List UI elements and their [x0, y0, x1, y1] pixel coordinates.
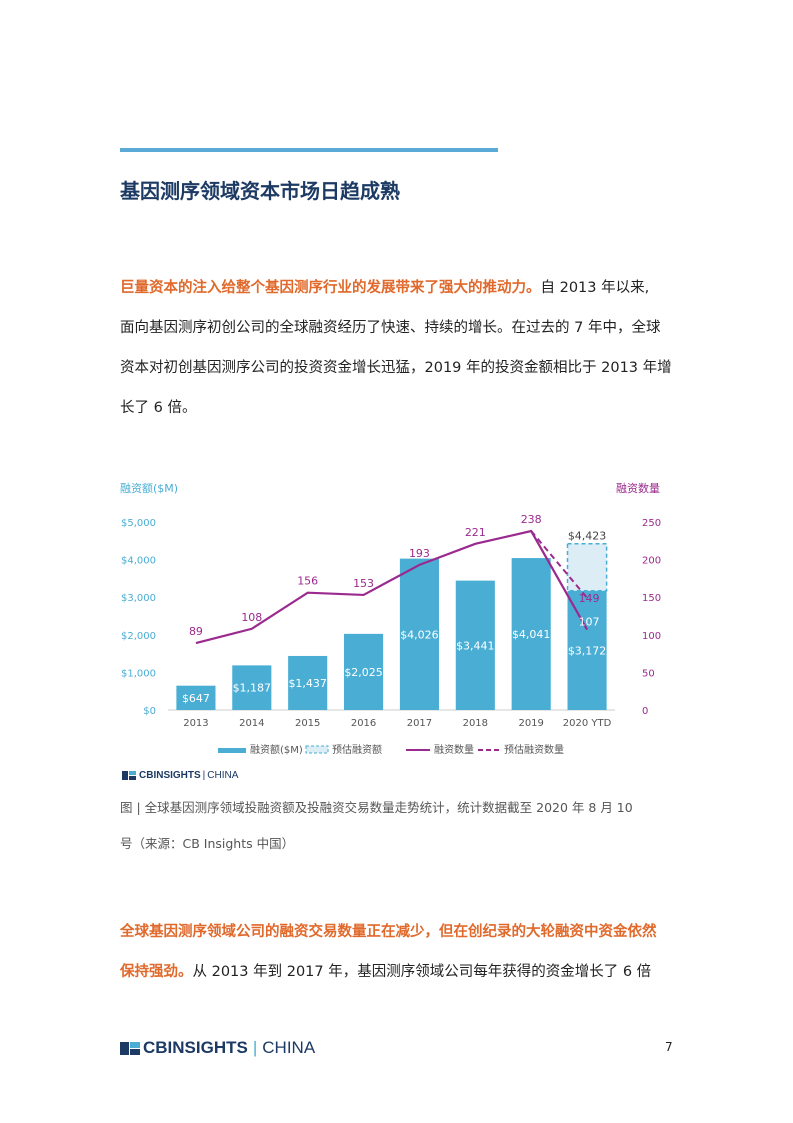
legend-bar-label: 融资额($M) — [250, 743, 303, 756]
intro-paragraph: 巨量资本的注入给整个基因测序行业的发展带来了强大的推动力。自 2013 年以来,… — [120, 268, 680, 428]
x-tick-label: 2019 — [518, 718, 543, 729]
y-right-title: 融资数量 — [616, 482, 660, 495]
para2-highlight-line2: 保持强劲。 — [120, 964, 193, 980]
deal-count-label: 156 — [297, 575, 318, 588]
bar-value-label: $4,041 — [512, 628, 551, 641]
legend-dashed-line-label: 预估融资数量 — [504, 743, 564, 756]
figure-caption: 图 | 全球基因测序领域投融资额及投融资交易数量走势统计，统计数据截至 2020… — [120, 790, 680, 862]
y-left-tick: $1,000 — [121, 668, 156, 679]
x-tick-label: 2018 — [463, 718, 488, 729]
deal-count-label: 221 — [465, 526, 486, 539]
estimated-deal-line — [530, 530, 588, 599]
footer-brand-region: CHINA — [262, 1038, 316, 1057]
y-left-title: 融资额($M) — [120, 482, 178, 495]
y-left-tick: $5,000 — [121, 518, 156, 529]
bar-value-label: $2,025 — [344, 666, 383, 679]
y-left-tick: $4,000 — [121, 556, 156, 567]
para1-line1: 巨量资本的注入给整个基因测序行业的发展带来了强大的推动力。自 2013 年以来, — [120, 268, 680, 308]
caption-line1: 图 | 全球基因测序领域投融资额及投融资交易数量走势统计，统计数据截至 2020… — [120, 800, 633, 815]
bar-value-label: $647 — [182, 692, 210, 705]
chart-brand-name: CBINSIGHTS — [139, 770, 201, 781]
footer-brand: CBINSIGHTS | CHINA — [120, 1038, 315, 1058]
funding-bar — [288, 655, 328, 710]
top-rule — [120, 148, 498, 152]
x-tick-label: 2014 — [239, 718, 264, 729]
legend-line-label: 融资数量 — [434, 743, 474, 756]
bar-value-label: $1,437 — [288, 677, 327, 690]
funding-bar — [567, 590, 607, 710]
x-tick-label: 2017 — [407, 718, 432, 729]
bar-value-label: $1,187 — [233, 682, 272, 695]
y-right-tick: 0 — [642, 706, 648, 717]
y-left-tick: $3,000 — [121, 593, 156, 604]
deal-count-label: 193 — [409, 547, 430, 560]
funding-chart: 融资额($M) 融资数量 $0 $1,000 $2,000 $3,000 $4,000 $5,… — [120, 482, 661, 756]
caption-line2: 号（来源：CB Insights 中国） — [120, 836, 295, 851]
y-left-tick: $0 — [143, 706, 156, 717]
deal-count-label: 107 — [579, 616, 600, 629]
para2-line2: 保持强劲。从 2013 年到 2017 年，基因测序领域公司每年获得的资金增长了… — [120, 952, 680, 992]
deal-count-label: 89 — [189, 625, 203, 638]
page-number: 7 — [665, 1040, 673, 1054]
estimated-deal-label: 149 — [579, 592, 600, 605]
estimated-bar-label: $4,423 — [568, 530, 607, 543]
deal-count-label: 108 — [241, 611, 262, 624]
y-right-tick: 100 — [642, 631, 661, 642]
y-right-tick: 250 — [642, 518, 661, 529]
y-right-tick: 150 — [642, 593, 661, 604]
funding-bar — [232, 665, 272, 710]
para1-line2: 面向基因测序初创公司的全球融资经历了快速、持续的增长。在过去的 7 年中，全球 — [120, 320, 661, 336]
footer-brand-sep: | — [252, 1038, 258, 1057]
legend-estimated-bar-label: 预估融资额 — [332, 743, 382, 756]
chart-brand-sep: | — [202, 770, 206, 781]
y-right-tick: 50 — [642, 668, 655, 679]
bar-value-label: $4,026 — [400, 628, 439, 641]
legend-bar-swatch — [218, 748, 246, 753]
funding-bar — [511, 558, 551, 710]
footer-brand-name: CBINSIGHTS — [143, 1038, 248, 1057]
chart-brand: CBINSIGHTS | CHINA — [122, 770, 238, 781]
bar-value-label: $3,172 — [568, 644, 607, 657]
para1-line3: 资本对初创基因测序公司的投资资金增长迅猛，2019 年的投资金额相比于 2013… — [120, 360, 672, 376]
deal-count-label: 153 — [353, 577, 374, 590]
para1-line4: 长了 6 倍。 — [120, 400, 197, 416]
funding-bar — [176, 685, 216, 710]
legend-estimated-bar-swatch — [305, 745, 329, 754]
para1-highlight: 巨量资本的注入给整个基因测序行业的发展带来了强大的推动力。 — [120, 280, 541, 296]
deal-count-line — [195, 529, 589, 645]
x-tick-label: 2015 — [295, 718, 320, 729]
funding-bar — [399, 558, 439, 710]
chart-brand-region: CHINA — [207, 770, 239, 781]
deal-count-label: 238 — [521, 513, 542, 526]
x-tick-label: 2013 — [183, 718, 208, 729]
estimated-bar — [566, 542, 608, 592]
second-paragraph: 全球基因测序领域公司的融资交易数量正在减少，但在创纪录的大轮融资中资金依然 保持… — [120, 912, 680, 992]
section-title: 基因测序领域资本市场日趋成熟 — [120, 179, 400, 203]
funding-bar — [344, 633, 384, 710]
y-right-tick: 200 — [642, 556, 661, 567]
cb-logo-icon — [120, 1041, 140, 1055]
y-left-tick: $2,000 — [121, 631, 156, 642]
para1-line1-rest: 自 2013 年以来, — [540, 280, 650, 296]
bar-value-label: $3,441 — [456, 639, 495, 652]
para2-rest-line2: 从 2013 年到 2017 年，基因测序领域公司每年获得的资金增长了 6 倍 — [192, 964, 652, 980]
x-tick-label: 2020 YTD — [563, 718, 612, 729]
cb-logo-icon — [122, 771, 136, 780]
x-tick-label: 2016 — [351, 718, 376, 729]
funding-bar — [455, 580, 495, 710]
para2-highlight-line1: 全球基因测序领域公司的融资交易数量正在减少，但在创纪录的大轮融资中资金依然 — [120, 924, 657, 940]
